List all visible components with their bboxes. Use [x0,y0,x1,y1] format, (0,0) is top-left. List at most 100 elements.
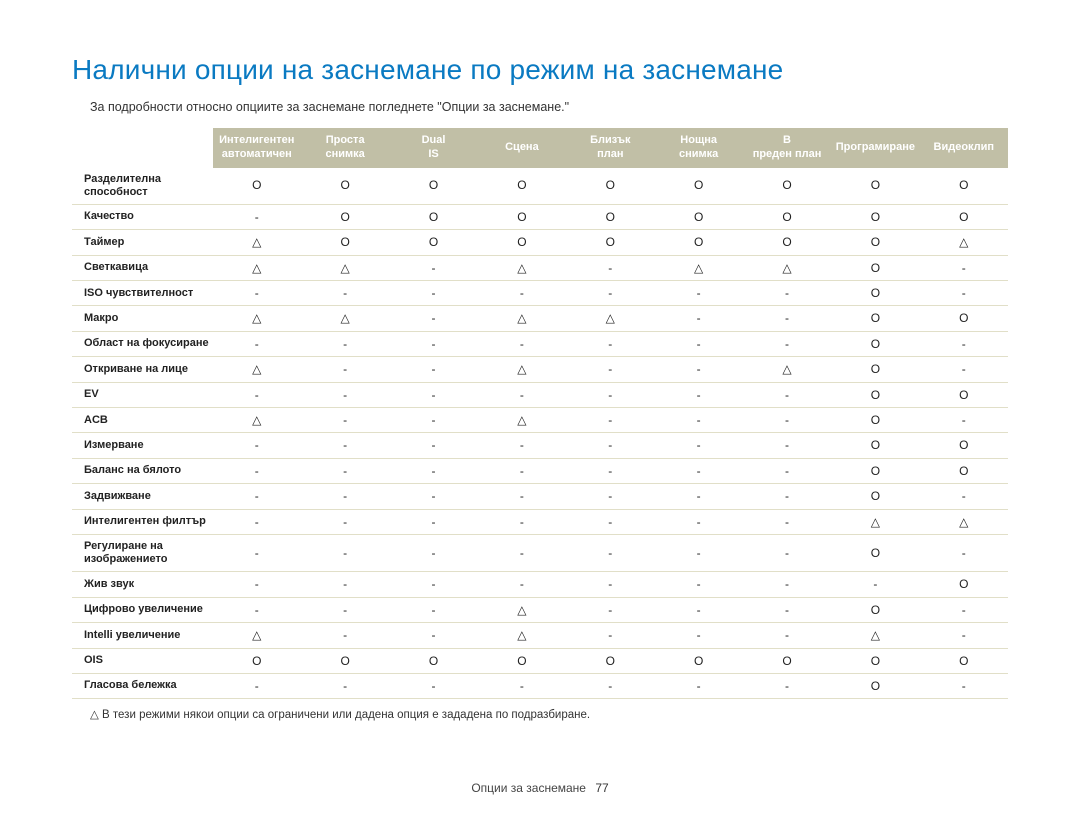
table-cell: - [920,623,1008,648]
table-cell: - [566,597,654,622]
triangle-icon: △ [871,515,880,529]
table-cell: O [831,168,919,205]
table-cell: - [478,433,566,458]
circle-icon: O [959,210,968,224]
table-cell: - [213,331,301,356]
table-cell: - [920,534,1008,571]
circle-icon: O [959,388,968,402]
dash-icon: - [343,286,347,300]
circle-icon: O [871,388,880,402]
dash-icon: - [432,464,436,478]
table-cell: - [743,382,831,407]
dash-icon: - [697,362,701,376]
dash-icon: - [343,337,347,351]
dash-icon: - [343,628,347,642]
dash-icon: - [962,546,966,560]
table-cell: △ [478,408,566,433]
table-row: Измерване-------OO [72,433,1008,458]
table-cell: △ [213,623,301,648]
dash-icon: - [697,679,701,693]
circle-icon: O [871,654,880,668]
column-header: Впреден план [743,128,831,168]
table-cell: - [566,484,654,509]
table-cell: △ [478,597,566,622]
circle-icon: O [429,654,438,668]
table-cell: △ [831,509,919,534]
circle-icon: O [959,654,968,668]
footer-page-number: 77 [595,781,608,795]
triangle-icon: △ [959,515,968,529]
table-cell: - [213,281,301,306]
table-cell: O [831,357,919,382]
triangle-icon: △ [252,261,261,275]
table-row: Баланс на бялото-------OO [72,458,1008,483]
table-cell: - [213,572,301,597]
table-cell: - [743,534,831,571]
table-cell: - [213,382,301,407]
triangle-icon: △ [517,362,526,376]
table-cell: O [213,168,301,205]
circle-icon: O [782,235,791,249]
dash-icon: - [608,388,612,402]
dash-icon: - [785,577,789,591]
dash-icon: - [520,489,524,503]
dash-icon: - [608,679,612,693]
column-header: Сцена [478,128,566,168]
circle-icon: O [871,413,880,427]
triangle-icon: △ [252,235,261,249]
dash-icon: - [432,337,436,351]
table-row: Интелигентен филтър-------△△ [72,509,1008,534]
dash-icon: - [343,679,347,693]
dash-icon: - [697,515,701,529]
triangle-icon: △ [252,413,261,427]
table-cell: △ [478,255,566,280]
table-cell: O [654,204,742,229]
table-cell: O [831,331,919,356]
dash-icon: - [432,577,436,591]
table-cell: - [389,597,477,622]
row-label: Жив звук [72,572,213,597]
triangle-icon: △ [782,362,791,376]
table-cell: - [301,673,389,698]
table-cell: O [831,597,919,622]
table-cell: O [478,204,566,229]
dash-icon: - [432,413,436,427]
table-cell: - [213,597,301,622]
table-cell: O [654,230,742,255]
table-cell: - [920,331,1008,356]
table-cell: - [301,281,389,306]
dash-icon: - [962,261,966,275]
table-cell: △ [478,306,566,331]
table-cell: - [920,408,1008,433]
table-cell: △ [301,255,389,280]
dash-icon: - [343,603,347,617]
dash-icon: - [785,311,789,325]
table-cell: O [566,168,654,205]
table-row: Откриване на лице△--△--△O- [72,357,1008,382]
table-cell: - [566,433,654,458]
table-cell: O [920,433,1008,458]
options-table: ИнтелигентенавтоматиченПростаснимкаDualI… [72,128,1008,699]
table-cell: △ [920,230,1008,255]
circle-icon: O [871,489,880,503]
table-cell: △ [213,230,301,255]
table-cell: O [920,204,1008,229]
circle-icon: O [871,178,880,192]
dash-icon: - [343,515,347,529]
dash-icon: - [697,413,701,427]
table-cell: - [654,623,742,648]
table-cell: - [213,534,301,571]
row-label: Гласова бележка [72,673,213,698]
table-cell: - [478,484,566,509]
table-cell: - [743,623,831,648]
dash-icon: - [873,577,877,591]
circle-icon: O [782,210,791,224]
circle-icon: O [871,464,880,478]
column-header: Програмиране [831,128,919,168]
dash-icon: - [962,337,966,351]
table-cell: O [478,230,566,255]
circle-icon: O [340,654,349,668]
table-cell: - [654,572,742,597]
table-cell: - [478,509,566,534]
table-cell: - [654,509,742,534]
